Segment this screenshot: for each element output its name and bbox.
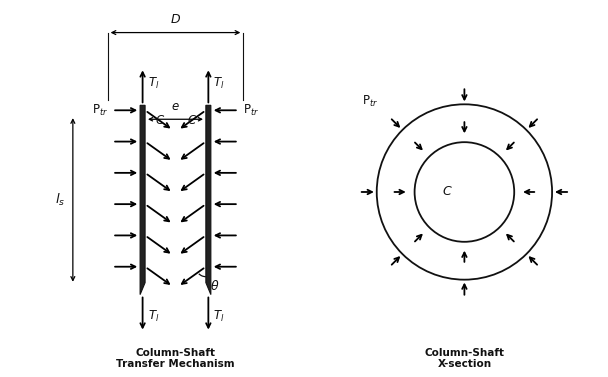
Text: P$_{tr}$: P$_{tr}$ (362, 94, 378, 109)
Text: Column-Shaft
Transfer Mechanism: Column-Shaft Transfer Mechanism (116, 348, 235, 369)
Text: C: C (442, 185, 451, 198)
Text: D: D (171, 12, 181, 26)
Text: C: C (188, 114, 196, 127)
Text: $\theta$: $\theta$ (210, 279, 219, 293)
Text: Column-Shaft
X-section: Column-Shaft X-section (424, 348, 505, 369)
Text: P$_{tr}$: P$_{tr}$ (92, 103, 108, 118)
Text: T$_l$: T$_l$ (148, 309, 159, 324)
Text: T$_l$: T$_l$ (213, 309, 225, 324)
Circle shape (377, 104, 552, 280)
Text: P$_{tr}$: P$_{tr}$ (243, 103, 259, 118)
Text: e: e (172, 100, 179, 113)
Text: C: C (155, 114, 164, 127)
Polygon shape (206, 105, 211, 294)
Circle shape (415, 142, 514, 242)
Polygon shape (140, 105, 145, 294)
Text: $l_s$: $l_s$ (55, 192, 65, 208)
Text: T$_l$: T$_l$ (213, 76, 225, 91)
Text: T$_l$: T$_l$ (148, 76, 159, 91)
